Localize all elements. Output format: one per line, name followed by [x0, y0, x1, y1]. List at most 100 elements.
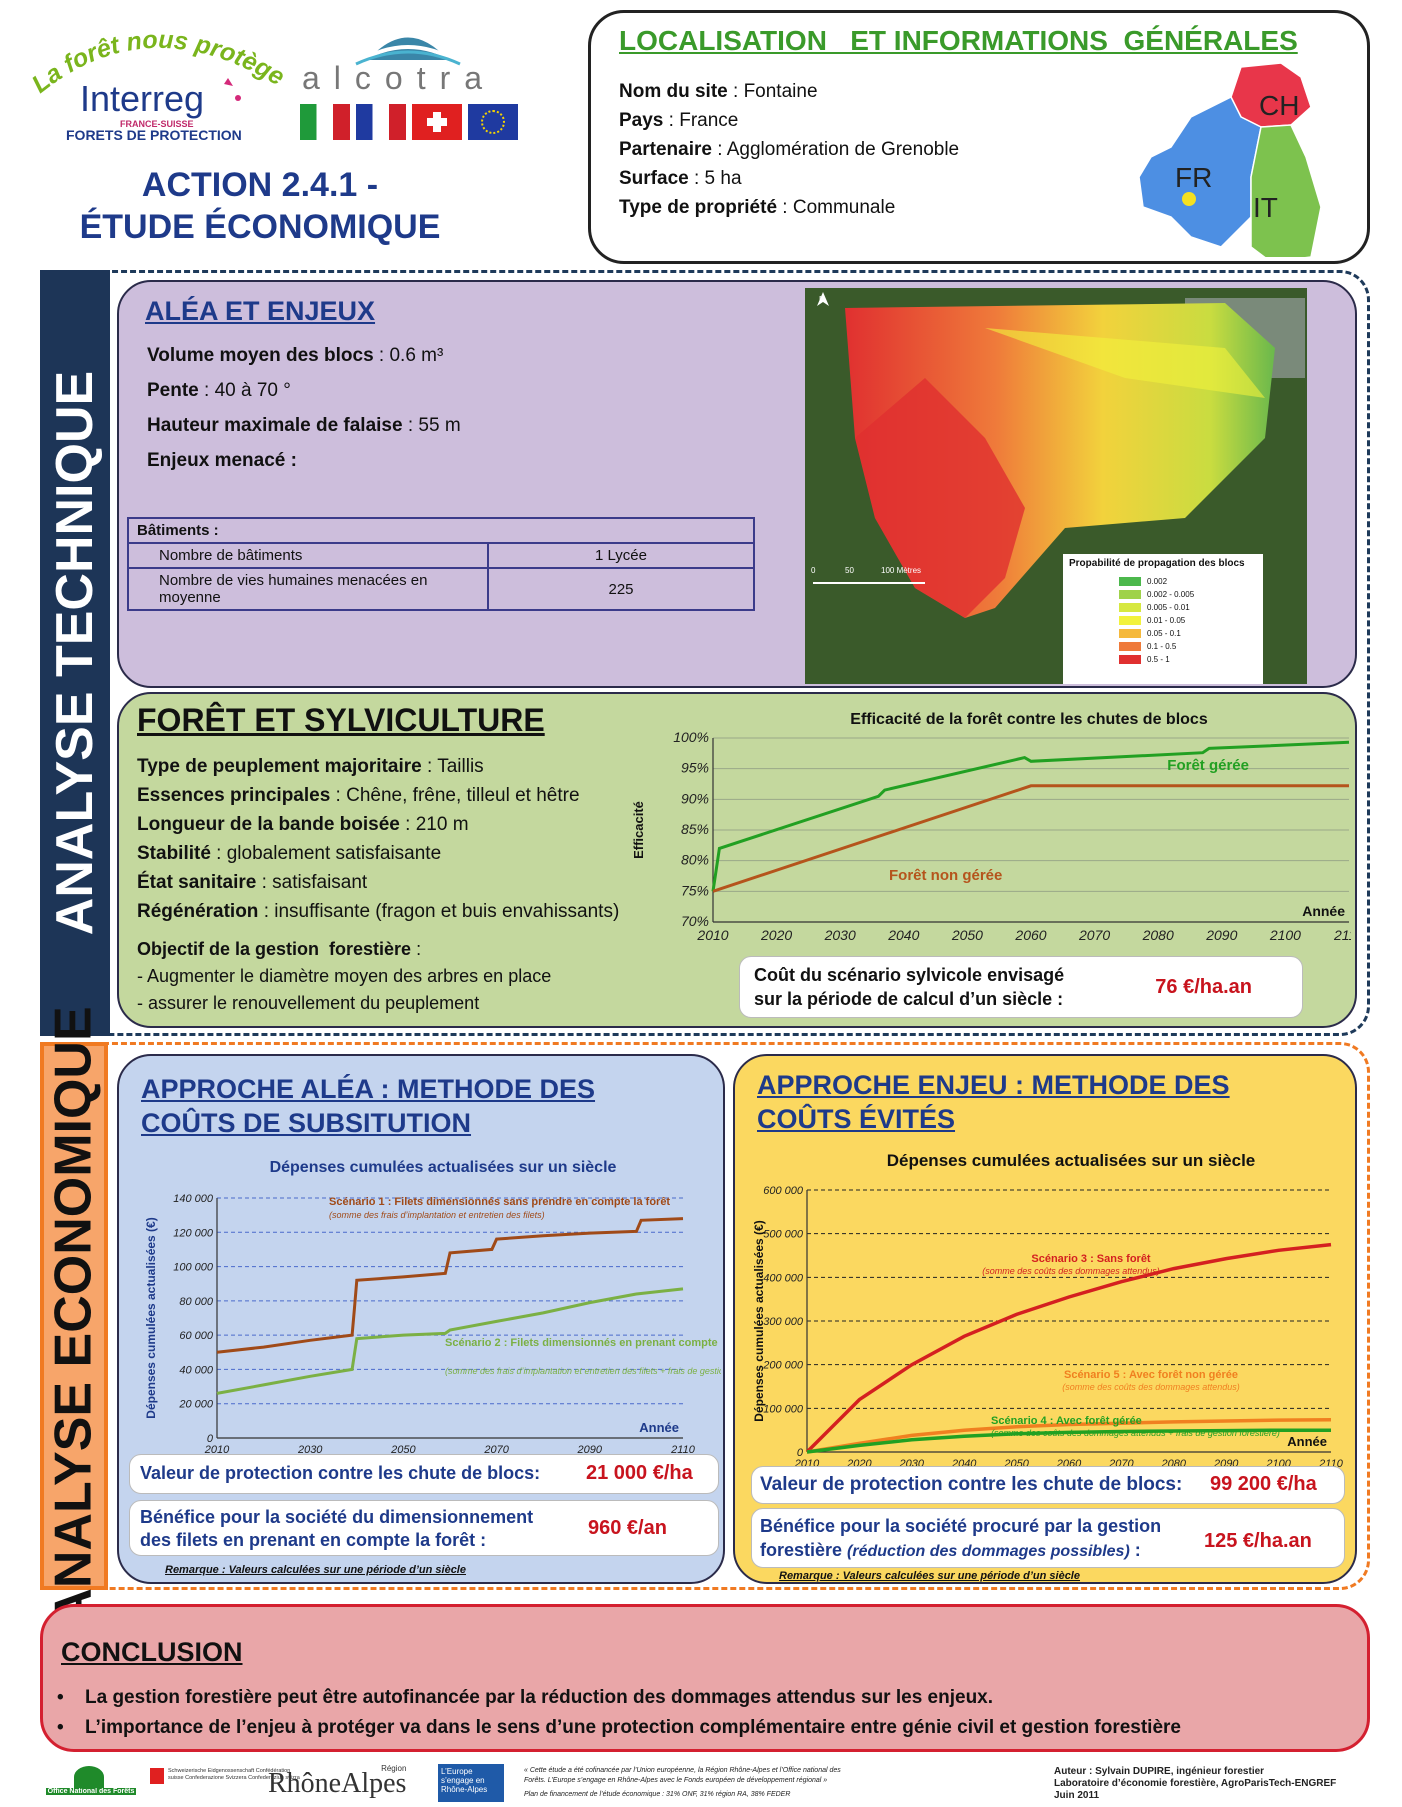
series-line	[806, 1417, 1332, 1454]
series-line	[711, 740, 1350, 892]
map-label-fr: FR	[1175, 162, 1212, 193]
objectif-title: Objectif de la gestion forestière	[137, 939, 412, 959]
series-label: Scénario 3 : Sans forêt	[1031, 1253, 1151, 1265]
approche-enjeu-panel: APPROCHE ENJEU : METHODE DES COÛTS ÉVITÉ…	[733, 1054, 1357, 1584]
x-tick-label: 2090	[1205, 927, 1237, 942]
enjeu-benefice-box: Bénéfice pour la société procuré par la …	[751, 1508, 1345, 1568]
alea-benefice-value: 960 €/an	[588, 1517, 667, 1539]
alea-info: Volume moyen des blocs : 0.6 m³ Pente : …	[147, 345, 461, 471]
svg-text:50: 50	[845, 566, 854, 575]
map-label-it: IT	[1253, 192, 1278, 223]
series-line	[712, 784, 1349, 893]
series-line	[216, 1287, 684, 1395]
efficacite-chart: Efficacité de la forêt contre les chutes…	[631, 711, 1351, 942]
alcotra-logo: alcotra	[298, 20, 518, 145]
france-flag-icon	[356, 104, 406, 140]
legend-swatch	[1119, 655, 1141, 664]
legend-swatch	[1119, 616, 1141, 625]
svg-text:100 Mètres: 100 Mètres	[881, 566, 921, 575]
y-tick-label: 500 000	[763, 1229, 804, 1241]
series-label: Scénario 5 : Avec forêt non gérée	[1064, 1369, 1238, 1381]
logo-interreg-sub: FRANCE-SUISSE	[120, 119, 194, 129]
series-label: Forêt non gérée	[889, 867, 1002, 884]
legend-item: 0.002 - 0.005	[1119, 588, 1257, 601]
y-tick-label: 95%	[681, 760, 709, 776]
enjeu-benefice-value: 125 €/ha.an	[1204, 1530, 1312, 1552]
x-tick-label: 2030	[297, 1444, 323, 1456]
map-label-ch: CH	[1259, 90, 1299, 121]
alea-title: ALÉA ET ENJEUX	[145, 296, 376, 326]
info-propriete: Type de propriété : Communale	[619, 197, 896, 218]
swiss-cross-icon	[150, 1768, 164, 1784]
legend-label: 0.005 - 0.01	[1147, 603, 1190, 612]
x-tick-label: 2100	[1269, 927, 1301, 942]
x-tick-label: 2070	[1078, 927, 1110, 942]
series-label: Forêt gérée	[1167, 757, 1249, 774]
interreg-arc-icon: La forêt nous protège	[27, 26, 290, 101]
legend-title: Propabilité de propagation des blocs	[1069, 558, 1245, 569]
series-note: (somme des coûts des dommages attendus)	[982, 1266, 1160, 1276]
x-axis-label: Année	[639, 1420, 679, 1435]
alea-benefice-box: Bénéfice pour la société du dimensionnem…	[129, 1500, 719, 1556]
alea-valeur-box: Valeur de protection contre les chute de…	[129, 1454, 719, 1494]
action-line2: ÉTUDE ÉCONOMIQUE	[79, 208, 441, 246]
action-title: ACTION 2.4.1 - ÉTUDE ÉCONOMIQUE	[40, 164, 480, 248]
series-line	[805, 1242, 1332, 1454]
foret-info: Type de peuplement majoritaire : Taillis…	[137, 756, 620, 922]
economique-frame	[40, 1042, 1370, 1590]
legend-label: 0.5 - 1	[1147, 655, 1170, 664]
foret-panel: FORÊT ET SYLVICULTURE Type de peuplement…	[117, 692, 1357, 1028]
localisation-title: LOCALISATION ET INFORMATIONS GÉNÉRALES	[619, 25, 1298, 56]
x-tick-label: 2110	[1333, 927, 1351, 942]
action-line1: ACTION 2.4.1 -	[141, 166, 379, 204]
y-tick-label: 0	[207, 1433, 214, 1445]
x-tick-label: 2010	[204, 1444, 230, 1456]
y-tick-label: 80 000	[179, 1296, 214, 1308]
alea-remarque: Remarque : Valeurs calculées sur une pér…	[165, 1564, 466, 1576]
y-tick-label: 85%	[681, 821, 709, 837]
alea-depenses-chart: Dépenses cumulées actualisées sur un siè…	[144, 1159, 721, 1456]
legend-item: 0.1 - 0.5	[1119, 640, 1257, 653]
swiss-flag-icon	[412, 104, 462, 140]
y-tick-label: 60 000	[179, 1330, 214, 1342]
flags	[300, 104, 518, 140]
info-pays: Pays : France	[619, 110, 739, 131]
footer: Office National des Forêts Schweizerisch…	[40, 1764, 1370, 1804]
y-tick-label: 600 000	[763, 1185, 804, 1197]
enjeu-depenses-chart: Dépenses cumulées actualisées sur un siè…	[752, 1151, 1344, 1470]
onf-logo: Office National des Forêts	[46, 1766, 136, 1800]
legend-item: 0.01 - 0.05	[1119, 614, 1257, 627]
series-note: (somme des frais d’implantation et entre…	[445, 1366, 721, 1376]
cost-value: 76 €/ha.an	[1155, 976, 1252, 998]
y-tick-label: 100 000	[173, 1262, 214, 1274]
legend-swatch	[1119, 590, 1141, 599]
x-tick-label: 2050	[390, 1444, 416, 1456]
rhone-logo: RhôneAlpes Région	[268, 1764, 407, 1799]
series-note: (somme des coûts des dommages attendus +…	[991, 1428, 1280, 1438]
x-tick-label: 2010	[696, 927, 728, 942]
y-axis-label: Efficacité	[631, 801, 646, 859]
objectif-block: Objectif de la gestion forestière : - Au…	[137, 939, 552, 1013]
y-tick-label: 0	[797, 1447, 804, 1459]
y-tick-label: 200 000	[762, 1360, 804, 1372]
legend-label: 0.05 - 0.1	[1147, 629, 1181, 638]
legend-swatch	[1119, 642, 1141, 651]
x-axis-label: Année	[1287, 1434, 1327, 1449]
italy-flag-icon	[300, 104, 350, 140]
technique-frame	[40, 270, 1370, 1036]
suisse-logo: Schweizerische Eidgenossenschaft Confédé…	[150, 1768, 300, 1784]
y-tick-label: 70%	[681, 913, 709, 929]
legend-label: 0.01 - 0.05	[1147, 616, 1186, 625]
logo-interreg: Interreg	[80, 78, 205, 119]
enjeu-valeur-box: Valeur de protection contre les chute de…	[751, 1466, 1345, 1504]
localisation-panel: LOCALISATION ET INFORMATIONS GÉNÉRALES N…	[588, 10, 1370, 264]
interreg-logo: La forêt nous protège Interreg FRANCE-SU…	[27, 16, 290, 146]
chart-title: Dépenses cumulées actualisées sur un siè…	[270, 1159, 617, 1176]
cost-box: Coût du scénario sylvicole envisagé sur …	[739, 956, 1303, 1018]
x-tick-label: 2020	[760, 927, 792, 942]
y-axis-label: Dépenses cumulées actualisées (€)	[752, 1220, 766, 1421]
alea-panel: ALÉA ET ENJEUX Volume moyen des blocs : …	[117, 280, 1357, 688]
legend-swatch	[1119, 577, 1141, 586]
approche-alea-panel: APPROCHE ALÉA : METHODE DES COÛTS DE SUB…	[117, 1054, 725, 1584]
legend-item: 0.005 - 0.01	[1119, 601, 1257, 614]
